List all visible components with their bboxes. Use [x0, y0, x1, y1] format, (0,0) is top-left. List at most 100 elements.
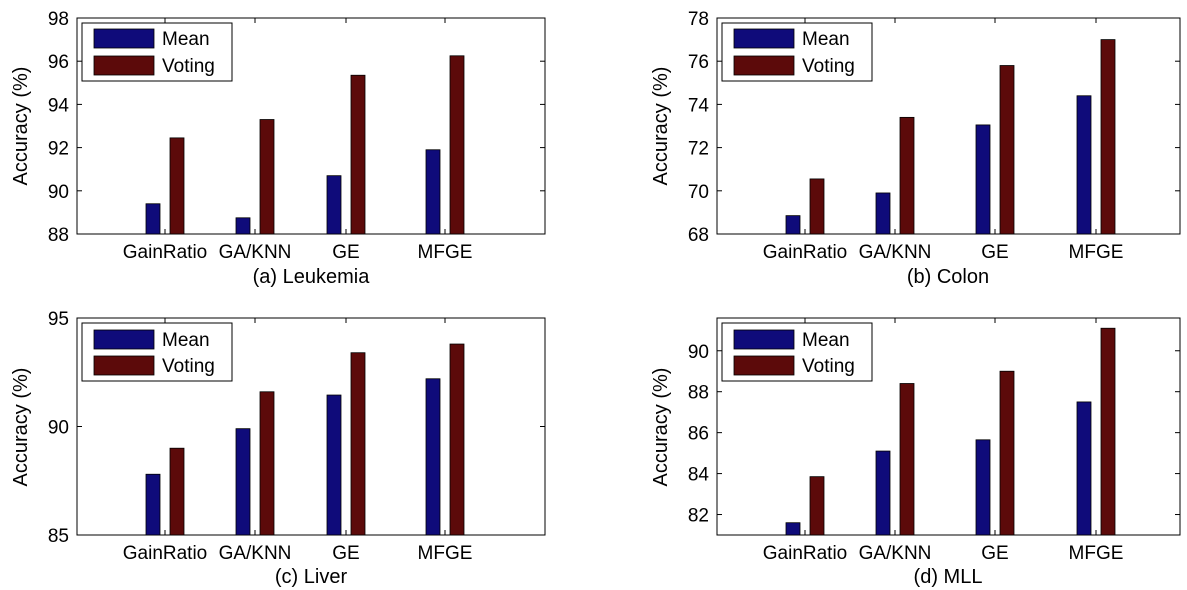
x-tick-label: GA/KNN: [219, 242, 292, 263]
y-tick-label: 68: [688, 225, 709, 246]
legend-swatch-mean: [93, 28, 155, 49]
legend-label-voting: Voting: [802, 56, 855, 77]
chart-panel-mll: 82 84 86 88 90 GainRatio GA/KNN GE MFGE Accurac…: [650, 317, 1181, 588]
legend-label-voting: Voting: [162, 356, 215, 377]
bar-voting-mfge: [1100, 327, 1116, 536]
y-tick-label: 98: [48, 9, 69, 30]
legend-swatch-mean: [733, 329, 795, 350]
y-tick-label: 90: [48, 418, 69, 439]
bar-mean-gainratio: [145, 473, 161, 536]
x-tick-label: GA/KNN: [219, 543, 292, 564]
legend-label-voting: Voting: [802, 356, 855, 377]
legend-swatch-mean: [93, 329, 155, 350]
y-tick-label: 86: [688, 424, 709, 445]
bar-voting-gainratio: [809, 476, 825, 536]
bar-mean-ga-knn: [235, 428, 251, 536]
y-tick-label: 90: [48, 182, 69, 203]
x-tick-label: GE: [332, 242, 359, 263]
bar-voting-gainratio: [169, 447, 185, 536]
bar-voting-ga-knn: [259, 119, 275, 235]
x-tick-label: GA/KNN: [859, 543, 932, 564]
y-tick-label: 72: [688, 139, 709, 160]
y-tick-label: 92: [48, 139, 69, 160]
legend-swatch-mean: [733, 28, 795, 49]
legend-label-mean: Mean: [162, 29, 210, 50]
bar-voting-mfge: [449, 343, 465, 536]
x-tick-label: GE: [981, 543, 1008, 564]
chart-title: (b) Colon: [907, 266, 989, 288]
y-axis-label: Accuracy (%): [10, 368, 32, 487]
legend-swatch-voting: [733, 55, 795, 76]
x-tick-label: MFGE: [418, 543, 473, 564]
y-tick-label: 76: [688, 52, 709, 73]
x-tick-label: MFGE: [1069, 242, 1124, 263]
bar-voting-mfge: [1100, 39, 1116, 235]
x-tick-label: GE: [981, 242, 1008, 263]
bar-voting-gainratio: [169, 137, 185, 235]
x-tick-label: GE: [332, 543, 359, 564]
y-tick-label: 96: [48, 52, 69, 73]
bar-mean-ga-knn: [235, 217, 251, 235]
bar-mean-ge: [975, 439, 991, 536]
x-tick-label: GainRatio: [763, 242, 848, 263]
chart-panel-liver: 85 90 95 GainRatio GA/KNN GE MFGE Accuracy (%…: [10, 309, 546, 588]
bar-mean-gainratio: [145, 203, 161, 235]
x-tick-label: MFGE: [418, 242, 473, 263]
bar-voting-mfge: [449, 55, 465, 235]
legend-label-mean: Mean: [802, 29, 850, 50]
legend: Mean Voting: [721, 22, 873, 82]
bar-mean-ga-knn: [875, 450, 891, 536]
legend-label-mean: Mean: [802, 330, 850, 351]
bar-voting-ge: [999, 65, 1015, 235]
bar-mean-mfge: [425, 149, 441, 235]
bar-mean-mfge: [1076, 401, 1092, 536]
y-axis-label: Accuracy (%): [650, 67, 672, 186]
y-tick-label: 78: [688, 9, 709, 30]
bar-mean-ga-knn: [875, 192, 891, 235]
chart-panel-colon: 68 70 72 74 76 78 GainRatio GA/KNN GE MFGE Accur…: [650, 9, 1181, 288]
x-tick-label: GainRatio: [763, 543, 848, 564]
bar-mean-ge: [326, 175, 342, 235]
x-tick-label: GainRatio: [123, 242, 208, 263]
bar-voting-gainratio: [809, 178, 825, 235]
chart-title: (d) MLL: [914, 566, 983, 588]
bar-mean-mfge: [1076, 95, 1092, 235]
y-axis-label: Accuracy (%): [650, 368, 672, 487]
y-tick-label: 70: [688, 182, 709, 203]
y-tick-label: 74: [688, 95, 710, 116]
bar-mean-ge: [975, 124, 991, 235]
legend-swatch-voting: [93, 355, 155, 376]
chart-title: (c) Liver: [275, 566, 348, 588]
legend-swatch-voting: [93, 55, 155, 76]
y-tick-label: 84: [688, 465, 710, 486]
bar-voting-ge: [350, 352, 366, 536]
bar-mean-ge: [326, 394, 342, 536]
y-tick-label: 85: [48, 526, 69, 547]
chart-panel-leukemia: 88 90 92 94 96 98 GainRatio GA/KNN GE MFGE Accur…: [10, 9, 546, 288]
y-tick-label: 95: [48, 309, 69, 330]
y-tick-label: 94: [48, 95, 70, 116]
bar-voting-ge: [350, 74, 366, 235]
bar-voting-ga-knn: [899, 116, 915, 235]
x-tick-label: MFGE: [1069, 543, 1124, 564]
legend: Mean Voting: [81, 322, 233, 382]
y-tick-label: 88: [48, 225, 69, 246]
bar-voting-ge: [999, 370, 1015, 536]
x-tick-label: GainRatio: [123, 543, 208, 564]
bar-voting-ga-knn: [259, 391, 275, 536]
bar-voting-ga-knn: [899, 383, 915, 536]
y-axis-label: Accuracy (%): [10, 67, 32, 186]
y-tick-label: 90: [688, 342, 709, 363]
legend: Mean Voting: [81, 22, 233, 82]
x-tick-label: GA/KNN: [859, 242, 932, 263]
legend: Mean Voting: [721, 322, 873, 382]
bar-mean-gainratio: [785, 522, 801, 536]
bar-mean-gainratio: [785, 215, 801, 235]
legend-label-mean: Mean: [162, 330, 210, 351]
y-tick-label: 88: [688, 383, 709, 404]
y-tick-label: 82: [688, 506, 709, 527]
chart-title: (a) Leukemia: [253, 266, 371, 288]
legend-label-voting: Voting: [162, 56, 215, 77]
legend-swatch-voting: [733, 355, 795, 376]
